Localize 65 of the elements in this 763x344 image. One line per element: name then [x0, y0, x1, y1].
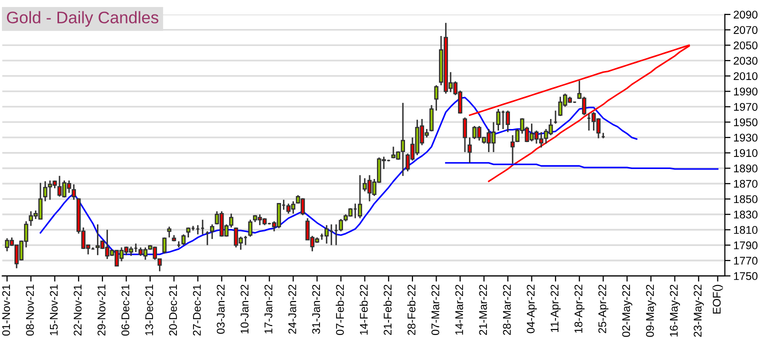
y-tick-label: 1950 [734, 118, 758, 126]
candlestick [496, 108, 500, 132]
y-tick-label: 2090 [734, 10, 758, 19]
x-tick-label: 08-Nov-21 [26, 284, 34, 336]
y-tick-label: 1810 [734, 226, 758, 234]
x-tick-label: 16-May-22 [670, 284, 680, 336]
candlestick [181, 234, 186, 246]
x-tick-label: 24-Jan-22 [288, 284, 296, 334]
x-tick-label: 14-Mar-22 [455, 284, 464, 335]
candlestick [434, 84, 438, 112]
x-tick-label: 07-Feb-22 [336, 284, 344, 336]
candlestick [324, 224, 329, 244]
candlestick [167, 226, 172, 238]
x-tick-label: 28-Mar-22 [502, 284, 511, 335]
x-tick-label: 20-Dec-21 [169, 284, 177, 336]
y-tick-label: 2050 [734, 41, 758, 50]
candlestick [429, 104, 434, 132]
y-tick-label: 1930 [734, 134, 758, 142]
x-tick-label: 10-Jan-22 [240, 284, 249, 334]
candlestick [506, 110, 510, 133]
y-tick-label: 1970 [734, 102, 758, 111]
x-tick-label: 07-Mar-22 [431, 284, 440, 336]
y-tick-label: 2010 [734, 72, 758, 80]
x-tick-label: 03-Jan-22 [216, 284, 225, 334]
x-tick-label: 27-Dec-21 [192, 284, 201, 336]
y-tick-label: 1790 [734, 241, 758, 250]
y-tick-label: 1770 [734, 256, 758, 265]
x-tick-label: 14-Feb-22 [360, 284, 368, 335]
x-tick-label: 22-Nov-21 [74, 284, 82, 336]
y-tick-label: 2030 [734, 56, 758, 65]
candlestick [162, 236, 167, 254]
line-series [445, 162, 718, 170]
x-tick-label: 11-Apr-22 [550, 284, 561, 332]
x-tick-label: 15-Nov-21 [50, 284, 58, 336]
y-tick-label: 1850 [734, 195, 758, 204]
x-tick-label: 25-Apr-22 [598, 284, 608, 334]
x-tick-label: 31-Jan-22 [312, 284, 320, 334]
x-tick-label: 23-May-22 [694, 284, 704, 337]
candlestick [358, 174, 362, 219]
x-tick-label: 06-Dec-21 [121, 284, 130, 336]
candlestick [72, 184, 76, 200]
x-tick-label: 28-Feb-22 [407, 284, 416, 335]
y-tick-label: 1750 [734, 272, 758, 280]
candlestick [462, 116, 468, 153]
x-tick-label: 17-Jan-22 [264, 284, 272, 334]
y-tick-label: 1910 [734, 149, 758, 157]
x-tick-label: 21-Feb-22 [383, 284, 392, 335]
x-tick-label: 04-Apr-22 [526, 284, 537, 334]
candlestick [210, 224, 214, 240]
x-tick-label: 13-Dec-21 [145, 284, 154, 336]
y-tick-label: 2070 [734, 26, 758, 34]
x-tick-label: 29-Nov-21 [98, 284, 106, 336]
x-tick-label: EOF() [712, 284, 723, 314]
y-tick-label: 1870 [734, 180, 758, 188]
chart-title: Gold - Daily Candles [6, 11, 158, 27]
x-tick-label: 09-May-22 [646, 284, 656, 337]
x-tick-label: 18-Apr-22 [574, 284, 585, 333]
y-tick-label: 1990 [734, 88, 758, 96]
candlestick [248, 219, 252, 238]
x-tick-label: 02-May-22 [622, 284, 632, 337]
candlestick [468, 136, 472, 164]
x-tick-label: 01-Nov-21 [2, 284, 10, 336]
y-tick-label: 1890 [734, 164, 758, 172]
x-tick-label: 21-Mar-22 [479, 284, 487, 335]
y-tick-label: 1830 [734, 210, 758, 219]
